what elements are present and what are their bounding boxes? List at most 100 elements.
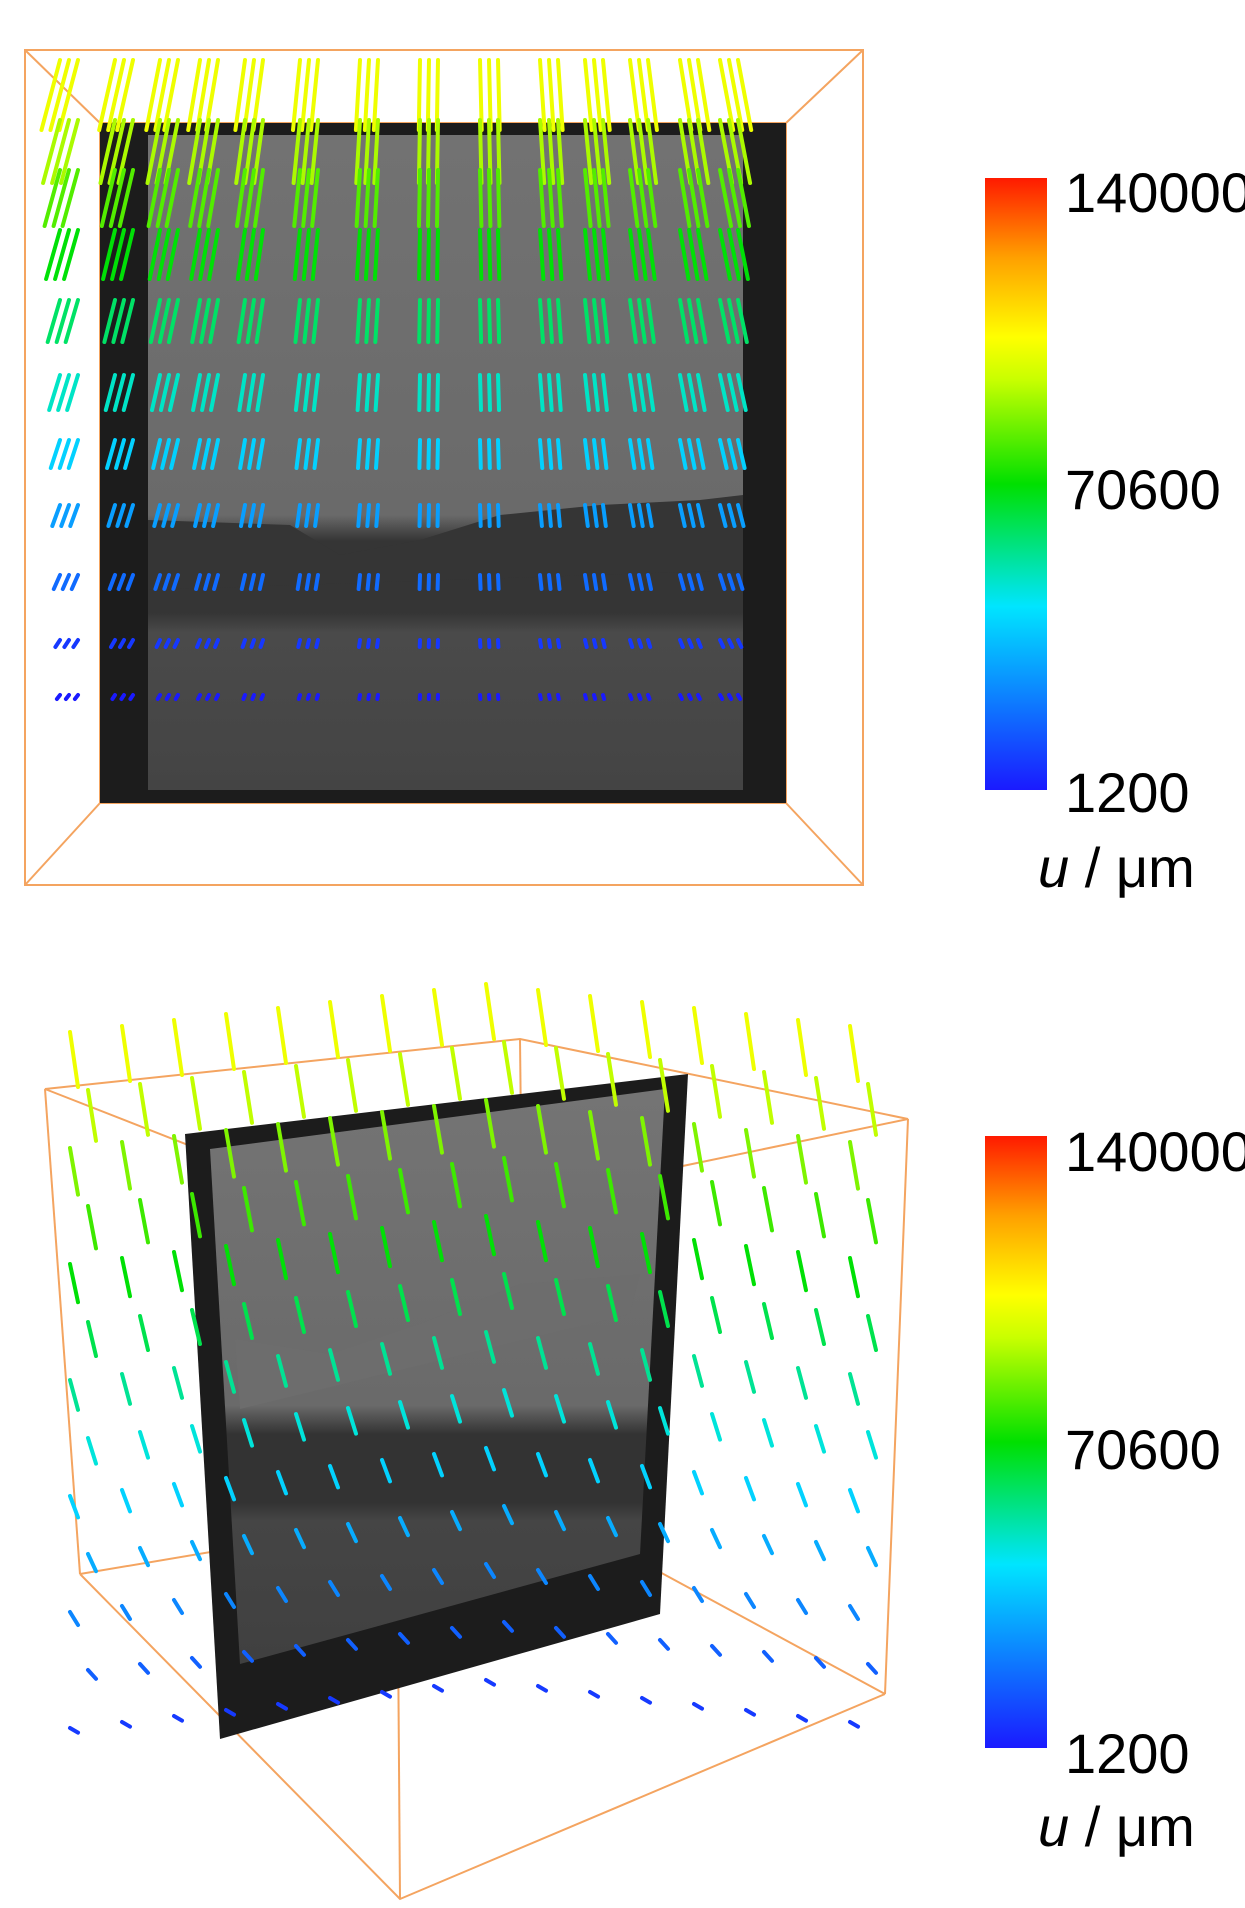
vector-glyph [328,1000,340,1059]
vector-glyph [606,1632,618,1645]
vector-glyph [106,503,117,528]
vector-glyph [554,1162,566,1209]
vector-glyph [138,1546,150,1568]
vector-glyph [678,168,692,228]
vector-glyph [363,168,371,228]
vector-glyph [696,228,709,281]
vector-glyph [435,168,440,228]
vector-glyph [547,228,555,281]
vector-glyph [206,168,220,228]
vector-glyph [696,373,707,412]
vector-glyph [536,1104,548,1155]
vector-glyph [796,1482,808,1508]
vector-glyph [166,298,180,344]
vector-glyph [628,298,638,344]
vector-glyph [380,1690,392,1699]
vector-glyph [478,298,484,344]
vector-glyph [718,573,727,591]
vector-glyph [601,228,610,281]
vector-glyph [111,298,126,344]
vector-glyph [426,228,431,281]
vector-glyph [328,1348,340,1382]
vector-glyph [678,438,688,470]
vector-glyph [692,1354,704,1388]
vector-glyph [146,168,162,228]
vector-glyph [547,168,555,228]
vector-glyph [53,638,62,649]
vector-glyph [56,373,71,412]
vector-glyph [110,693,117,701]
vector-glyph [294,1064,306,1119]
vector-glyph [374,573,380,591]
vector-glyph [253,168,265,228]
vector-glyph [109,638,117,649]
vector-glyph [44,228,62,281]
vector-glyph [153,58,171,132]
colorbar-max-label: 140000 [1065,161,1245,224]
vector-glyph [426,373,431,412]
vector-glyph [294,1180,306,1227]
vector-glyph [814,1656,826,1669]
vector-glyph [556,373,563,412]
vector-glyph [718,503,728,528]
vector-glyph [138,1314,150,1352]
vector-glyph [601,438,609,470]
vector-glyph [538,118,547,185]
vector-glyph [224,1592,236,1609]
vector-glyph [866,1546,878,1568]
vector-glyph [304,573,311,591]
vector-glyph [588,994,600,1053]
vector-glyph [366,638,371,649]
vector-glyph [547,573,553,591]
vector-glyph [696,693,702,701]
vector-glyph [432,1684,444,1693]
vector-glyph [145,118,162,185]
vector-glyph [637,638,644,649]
vector-glyph [692,1122,704,1173]
vector-glyph [119,228,135,281]
vector-glyph [736,58,754,132]
vector-glyph [242,1418,254,1448]
vector-glyph [292,168,302,228]
vector-glyph [72,693,80,701]
vector-glyph [239,573,247,591]
vector-glyph [687,168,701,228]
vector-glyph [556,168,564,228]
vector-glyph [538,58,547,132]
vector-glyph [311,373,320,412]
vector-glyph [355,373,362,412]
vector-glyph [538,438,545,470]
vector-glyph [190,1656,202,1669]
vector-glyph [398,1632,410,1645]
vector-glyph [848,1140,860,1191]
vector-glyph [538,503,544,528]
vector-glyph [435,503,440,528]
vector-glyph [628,638,635,649]
vector-glyph [478,168,484,228]
vector-glyph [866,1662,878,1675]
vector-glyph [547,693,552,701]
vector-glyph [556,573,562,591]
vector-glyph [63,298,80,344]
vector-glyph [718,438,729,470]
vector-glyph [41,118,62,185]
vector-glyph [191,373,202,412]
vector-glyph [172,1134,184,1185]
vector-glyph [365,573,371,591]
vector-glyph [125,573,135,591]
vector-glyph [257,503,265,528]
vector-glyph [426,168,431,228]
vector-glyph [640,1116,652,1167]
vector-glyph [189,228,202,281]
vector-glyph [48,438,62,470]
vector-glyph [556,503,562,528]
vector-glyph [592,168,602,228]
vector-glyph [233,58,247,132]
vector-glyph [592,298,601,344]
vector-glyph [241,693,247,701]
vector-glyph [248,503,256,528]
vector-glyph [305,693,311,701]
vector-glyph [547,118,556,185]
vector-glyph [658,1290,670,1328]
vector-glyph [502,1272,514,1310]
